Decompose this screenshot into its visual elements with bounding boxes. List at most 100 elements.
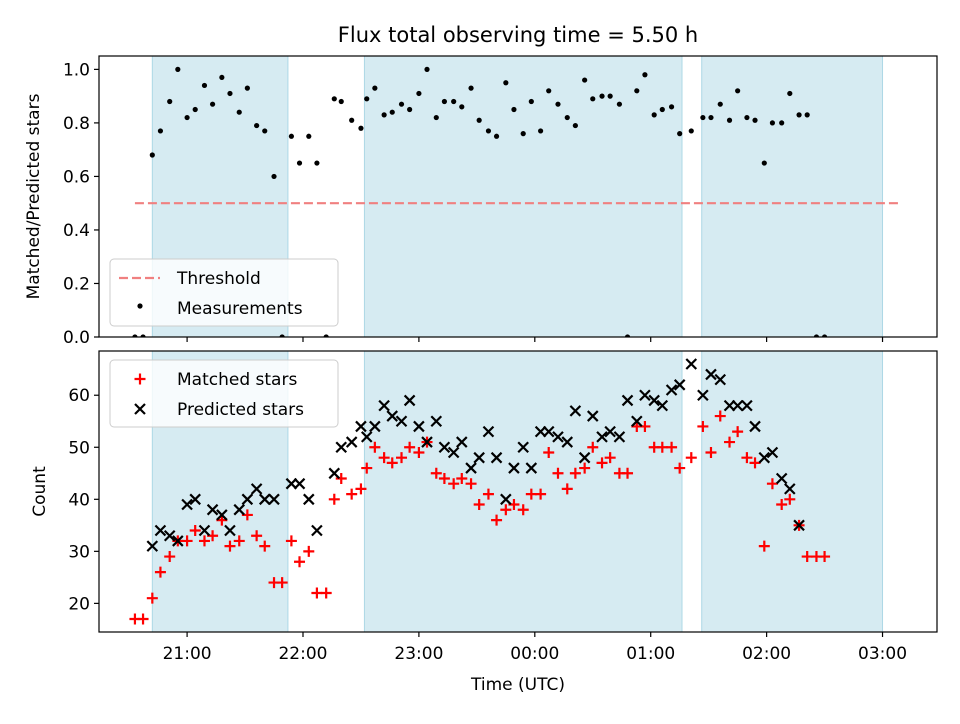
x-tick-label: 01:00 bbox=[626, 644, 675, 664]
measurement-point bbox=[372, 85, 378, 91]
matched-star-point bbox=[456, 472, 468, 484]
x-axis-label: Time (UTC) bbox=[470, 675, 565, 695]
measurement-point bbox=[493, 133, 500, 139]
count-panel: 20 30 40 50 60 21:00 22:00 23:00 00:00 01:00 02:00… bbox=[30, 350, 938, 664]
measurement-point bbox=[546, 88, 552, 94]
matched-star-point bbox=[355, 483, 367, 495]
legend-measurements-label: Measurements bbox=[177, 299, 303, 319]
measurement-point bbox=[381, 112, 387, 118]
predicted-star-point bbox=[421, 436, 433, 448]
x-tick-label: 00:00 bbox=[510, 644, 559, 664]
predicted-star-point bbox=[705, 368, 717, 381]
matched-star-point bbox=[674, 462, 686, 474]
measurement-point bbox=[538, 128, 544, 134]
measurement-point bbox=[624, 334, 631, 337]
measurement-point bbox=[167, 98, 173, 105]
matched-star-point bbox=[413, 446, 425, 458]
matched-star-point bbox=[294, 556, 306, 568]
matched-star-point bbox=[320, 587, 332, 599]
measurement-point bbox=[149, 152, 155, 158]
measurement-point bbox=[590, 96, 596, 102]
matched-star-point bbox=[656, 441, 668, 453]
observing-window-2 bbox=[363, 350, 683, 633]
measurement-point bbox=[271, 173, 277, 180]
predicted-star-point bbox=[525, 462, 538, 474]
measurement-point bbox=[323, 334, 329, 337]
predicted-star-point bbox=[500, 493, 512, 506]
measurement-point bbox=[331, 96, 337, 102]
measurement-point bbox=[236, 109, 242, 115]
matched-star-point bbox=[776, 499, 788, 511]
matched-star-point bbox=[224, 540, 236, 552]
predicted-star-point bbox=[685, 358, 698, 370]
measurement-point bbox=[209, 101, 216, 107]
predicted-star-point bbox=[181, 498, 193, 511]
matched-star-point bbox=[766, 478, 778, 490]
matched-star-point bbox=[154, 566, 166, 578]
matched-star-point bbox=[500, 504, 512, 516]
measurement-point bbox=[175, 66, 181, 72]
matched-star-point bbox=[303, 545, 315, 557]
predicted-star-point bbox=[345, 436, 358, 448]
measurement-point bbox=[132, 334, 138, 337]
predicted-star-point bbox=[604, 425, 616, 438]
matched-star-point bbox=[569, 467, 581, 479]
matched-star-point bbox=[361, 462, 373, 474]
matched-star-point bbox=[285, 535, 297, 547]
matched-star-point bbox=[259, 540, 271, 552]
predicted-star-point bbox=[586, 410, 599, 422]
predicted-star-point bbox=[569, 405, 582, 417]
matched-star-point bbox=[465, 478, 477, 490]
predicted-star-point bbox=[758, 451, 771, 464]
predicted-star-point bbox=[490, 451, 503, 464]
matched-star-point bbox=[181, 535, 193, 547]
predicted-star-point bbox=[741, 399, 753, 412]
matched-star-point bbox=[233, 535, 245, 547]
measurement-point bbox=[476, 117, 482, 123]
predicted-star-point bbox=[163, 529, 176, 542]
legend-predicted-label: Predicted stars bbox=[177, 400, 304, 420]
predicted-star-point bbox=[631, 415, 643, 428]
matched-star-point bbox=[517, 504, 529, 516]
predicted-star-point bbox=[648, 394, 660, 407]
predicted-star-point bbox=[172, 535, 184, 547]
predicted-star-point bbox=[731, 399, 744, 412]
measurement-point bbox=[279, 334, 285, 337]
matched-star-point bbox=[335, 472, 347, 484]
measurement-point bbox=[744, 114, 750, 121]
legend-box bbox=[109, 359, 339, 428]
y-tick-label: 40 bbox=[68, 490, 90, 510]
measurement-point bbox=[804, 112, 810, 118]
data-layer bbox=[132, 66, 900, 337]
predicted-star-point bbox=[665, 384, 678, 396]
y-tick-label: 50 bbox=[68, 438, 90, 458]
predicted-star-point bbox=[395, 415, 408, 428]
matched-star-point bbox=[311, 587, 323, 599]
predicted-star-point bbox=[552, 431, 564, 443]
measurement-point bbox=[314, 160, 320, 166]
measurement-point bbox=[358, 125, 364, 131]
matched-star-point bbox=[741, 452, 753, 464]
matched-star-point bbox=[587, 441, 599, 453]
matched-star-point bbox=[189, 525, 201, 537]
predicted-star-point bbox=[378, 399, 390, 412]
measurement-point bbox=[787, 90, 793, 97]
measurement-point bbox=[769, 120, 776, 126]
measurement-point bbox=[717, 101, 723, 107]
measurement-point bbox=[441, 98, 447, 105]
legend-predicted-swatch bbox=[134, 403, 146, 415]
predicted-star-point bbox=[438, 441, 451, 454]
matched-star-point bbox=[801, 551, 813, 563]
matched-star-point bbox=[137, 613, 149, 625]
predicted-star-point bbox=[561, 436, 574, 448]
measurement-point bbox=[700, 114, 706, 121]
measurement-point bbox=[607, 93, 613, 99]
matched-star-point bbox=[705, 446, 717, 458]
x-tick-label: 23:00 bbox=[394, 644, 443, 664]
matched-star-point bbox=[276, 577, 288, 589]
y-tick-label: 0.8 bbox=[63, 114, 90, 134]
measurement-point bbox=[616, 101, 623, 107]
predicted-star-point bbox=[596, 431, 608, 443]
predicted-star-point bbox=[793, 519, 805, 532]
measurement-point bbox=[555, 101, 561, 107]
